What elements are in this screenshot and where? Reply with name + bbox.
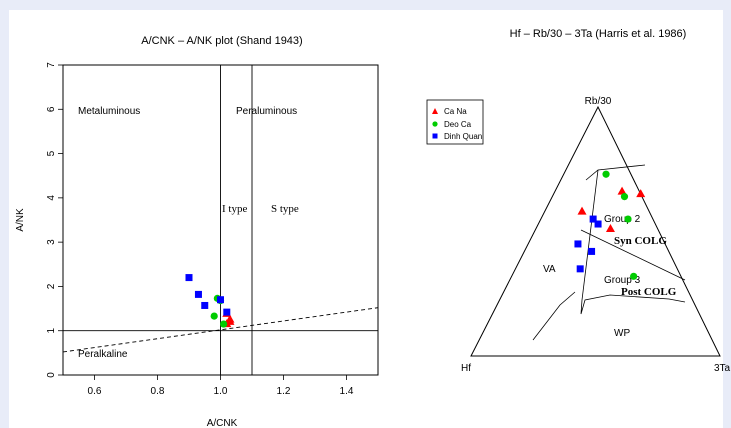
region-label-s-type: S type [271,203,299,215]
left-chart-title: A/CNK – A/NK plot (Shand 1943) [141,35,302,47]
point-dinh-quan-3 [217,296,224,304]
legend-marker-ca-na [432,108,438,114]
left-x-axis: 0.6 0.8 1.0 1.2 1.4 [88,374,354,397]
field-label-group3: Group 3 [604,275,641,286]
ternary-chart: Hf – Rb/30 – 3Ta (Harris et al. 1986) Rb… [426,28,731,374]
y-tick-label-5: 5 [46,150,57,156]
left-y-axis: 0 1 2 3 4 5 6 7 [46,62,63,378]
point-dinh-quan-4 [223,308,231,316]
left-x-axis-label: A/CNK [207,418,238,428]
region-label-peralkaline: Peralkaline [78,349,128,360]
point-deo-ca-3 [220,320,228,328]
x-tick-label-1-0: 1.0 [214,386,228,397]
ternary-point-deo-ca-0 [602,170,610,178]
point-dinh-quan-1 [194,290,202,298]
region-label-i-type: I type [222,203,247,215]
y-tick-label-2: 2 [46,283,57,289]
ternary-point-ca-na-0 [617,186,627,195]
acnk-anK-chart: A/CNK – A/NK plot (Shand 1943) 0.6 0.8 1.0… [15,35,379,428]
ternary-point-deo-ca-1 [620,193,629,201]
ternary-point-deo-ca-3 [630,272,638,280]
field-label-group2: Group 2 [604,214,641,225]
point-dinh-quan-0 [185,274,193,282]
ternary-point-dinh-quan-0 [589,215,597,223]
left-data-points [185,274,235,328]
point-dinh-quan-2 [201,301,209,309]
region-label-peraluminous: Peraluminous [236,106,297,117]
ternary-triangle [470,105,721,357]
point-deo-ca-2 [210,312,218,320]
ternary-point-dinh-quan-3 [588,247,596,255]
x-tick-label-0-6: 0.6 [88,386,102,397]
legend-label-dinh-quan: Dinh Quan [444,132,482,141]
ternary-point-dinh-quan-2 [574,240,582,248]
field-label-post-colg: Post COLG [621,286,677,298]
legend-marker-dinh-quan [432,133,438,139]
field-label-va: VA [543,264,556,275]
field-boundary-top [585,164,646,181]
y-tick-label-3: 3 [46,239,57,245]
region-label-metaluminous: Metaluminous [78,106,140,117]
vertex-label-hf: Hf [461,363,471,374]
y-tick-label-7: 7 [46,62,57,68]
ternary-data-points [574,170,646,280]
figure-panel [9,10,723,428]
left-y-axis-label: A/NK [15,208,26,232]
y-tick-label-6: 6 [46,106,57,112]
ternary-point-dinh-quan-4 [576,265,584,273]
ternary-point-ca-na-3 [605,224,615,233]
vertex-label-rb30: Rb/30 [585,96,612,107]
right-chart-title: Hf – Rb/30 – 3Ta (Harris et al. 1986) [510,28,687,40]
x-tick-label-1-2: 1.2 [277,386,291,397]
field-label-syn-colg: Syn COLG [614,235,667,247]
point-ca-na-3 [225,316,235,325]
field-label-wp: WP [614,328,630,339]
legend-label-ca-na: Ca Na [444,107,467,116]
y-tick-label-4: 4 [46,195,57,201]
vertex-label-3ta: 3Ta [714,363,731,374]
legend: Ca Na Deo Ca Dinh Quan [426,99,484,145]
ternary-point-deo-ca-2 [624,215,632,223]
x-tick-label-1-4: 1.4 [340,386,354,397]
y-tick-label-1: 1 [46,327,57,333]
ternary-point-dinh-quan-1 [594,220,602,228]
ternary-point-ca-na-1 [636,189,646,198]
field-boundary-middle [580,169,686,315]
legend-marker-deo-ca [432,121,438,127]
field-boundary-syncolg [580,229,686,281]
y-tick-label-0: 0 [46,372,57,378]
legend-label-deo-ca: Deo Ca [444,120,472,129]
x-tick-label-0-8: 0.8 [151,386,165,397]
ternary-point-ca-na-2 [577,206,587,215]
field-boundary-wp [532,291,576,341]
